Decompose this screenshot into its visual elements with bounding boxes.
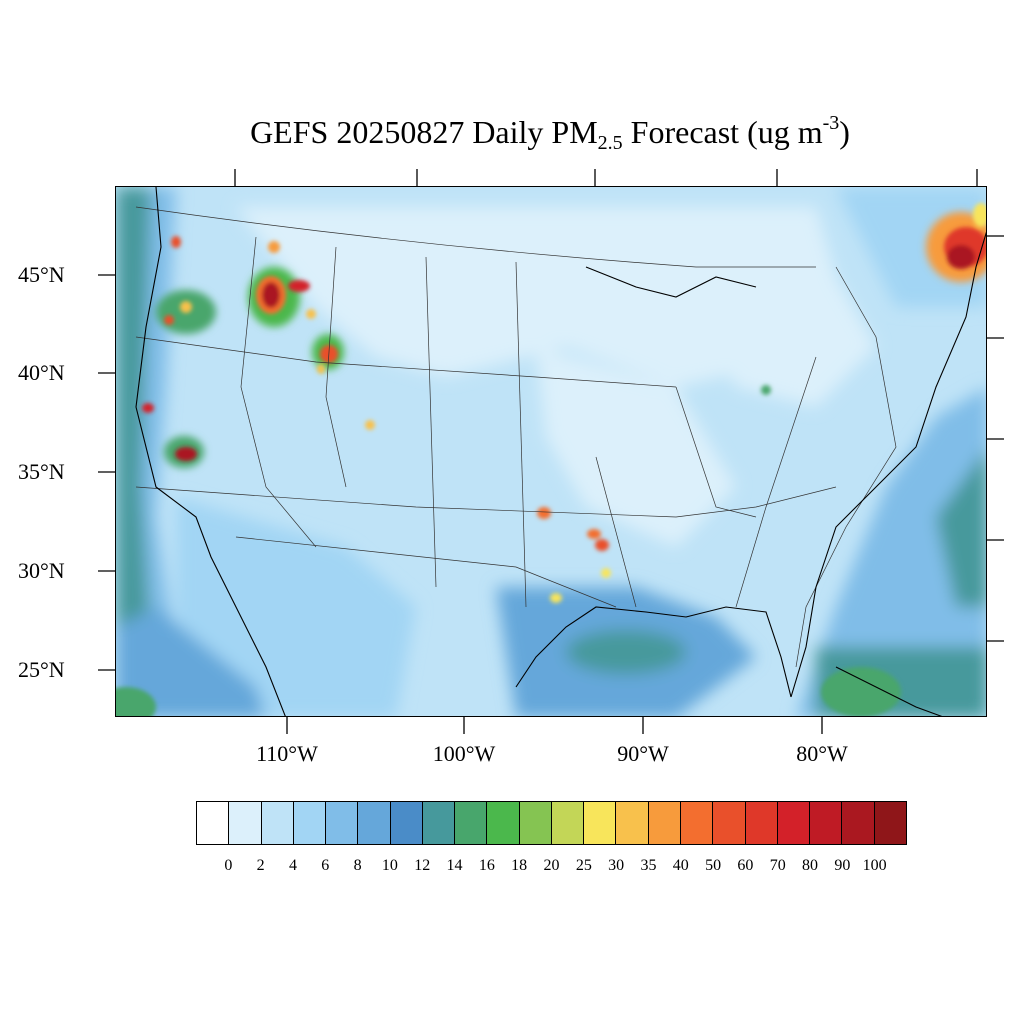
colorbar-tick-label: 8 [353,857,362,874]
map-title: GEFS 20250827 Daily PM2.5 Forecast (ug m… [0,112,1024,154]
lat-label-30n: 30°N [18,558,65,583]
colorbar [196,801,907,845]
lat-label-35n: 35°N [18,459,65,484]
colorbar-swatch [261,802,294,844]
field-atlantic [796,388,986,716]
colorbar-swatch [745,802,778,844]
lat-label-40n: 40°N [18,360,65,385]
colorbar-swatch [390,802,423,844]
field-atlantic-east [936,449,986,607]
colorbar-swatch [455,802,488,844]
colorbar-tick-label: 80 [802,857,819,874]
field-midwest [536,347,736,547]
colorbar-swatch [713,802,746,844]
colorbar-tick-label: 30 [608,857,625,874]
title-subscript: 2.5 [597,132,623,154]
colorbar-swatch [777,802,811,844]
colorbar-swatch [229,802,262,844]
colorbar-swatch [616,802,649,844]
colorbar-swatch [810,802,843,844]
field-northern-plains [236,207,836,387]
colorbar-tick-label: 100 [862,857,887,874]
colorbar-tick-label: 50 [705,857,722,874]
lon-label-110w: 110°W [256,741,318,766]
colorbar-swatch [197,802,230,844]
field-bahamas [821,667,901,716]
colorbar-tick-label: 35 [640,857,657,874]
colorbar-tick-label: 12 [414,857,431,874]
fire-hotspots [142,203,986,603]
colorbar-tick-label: 25 [575,857,592,874]
lon-label-80w: 80°W [796,741,848,766]
colorbar-swatch [422,802,456,844]
colorbar-swatch [358,802,391,844]
lat-label-45n: 45°N [18,262,65,287]
colorbar-tick-label: 18 [511,857,528,874]
lon-label-90w: 90°W [617,741,669,766]
colorbar-swatch [551,802,585,844]
map-canvas [116,187,986,716]
field-west-coast [116,187,156,716]
boundaries [135,206,897,668]
colorbar-tick-label: 90 [834,857,851,874]
title-main: GEFS 20250827 Daily PM [250,114,598,150]
lat-label-25n: 25°N [18,657,65,682]
title-superscript: -3 [822,112,840,134]
colorbar-swatch [648,802,681,844]
field-mexico-pacific [116,607,266,716]
colorbar-swatch [326,802,359,844]
coastline [135,187,986,716]
field-southwest [176,497,416,716]
colorbar-swatch [293,802,327,844]
field-great-lakes [676,277,876,407]
colorbar-swatch [519,802,552,844]
colorbar-tick-label: 10 [381,857,398,874]
colorbar-tick-label: 40 [672,857,689,874]
field-gulf-center [566,630,686,674]
colorbar-tick-label: 4 [288,857,297,874]
colorbar-tick-label: 20 [543,857,560,874]
field-corner-sw [116,687,156,716]
colorbar-swatch [842,802,875,844]
colorbar-tick-label: 70 [769,857,786,874]
colorbar-swatch [584,802,617,844]
colorbar-tick-label: 2 [256,857,265,874]
colorbar-tick-label: 6 [321,857,330,874]
title-after: Forecast (ug m [622,114,823,150]
lon-label-100w: 100°W [432,741,496,766]
colorbar-tick-label: 16 [478,857,495,874]
pm25-map [115,186,987,717]
colorbar-swatch [487,802,520,844]
colorbar-swatch [874,802,906,844]
title-close: ) [839,114,850,150]
colorbar-tick-label: 0 [224,857,233,874]
colorbar-swatch [680,802,714,844]
colorbar-tick-label: 60 [737,857,754,874]
colorbar-tick-label: 14 [446,857,463,874]
